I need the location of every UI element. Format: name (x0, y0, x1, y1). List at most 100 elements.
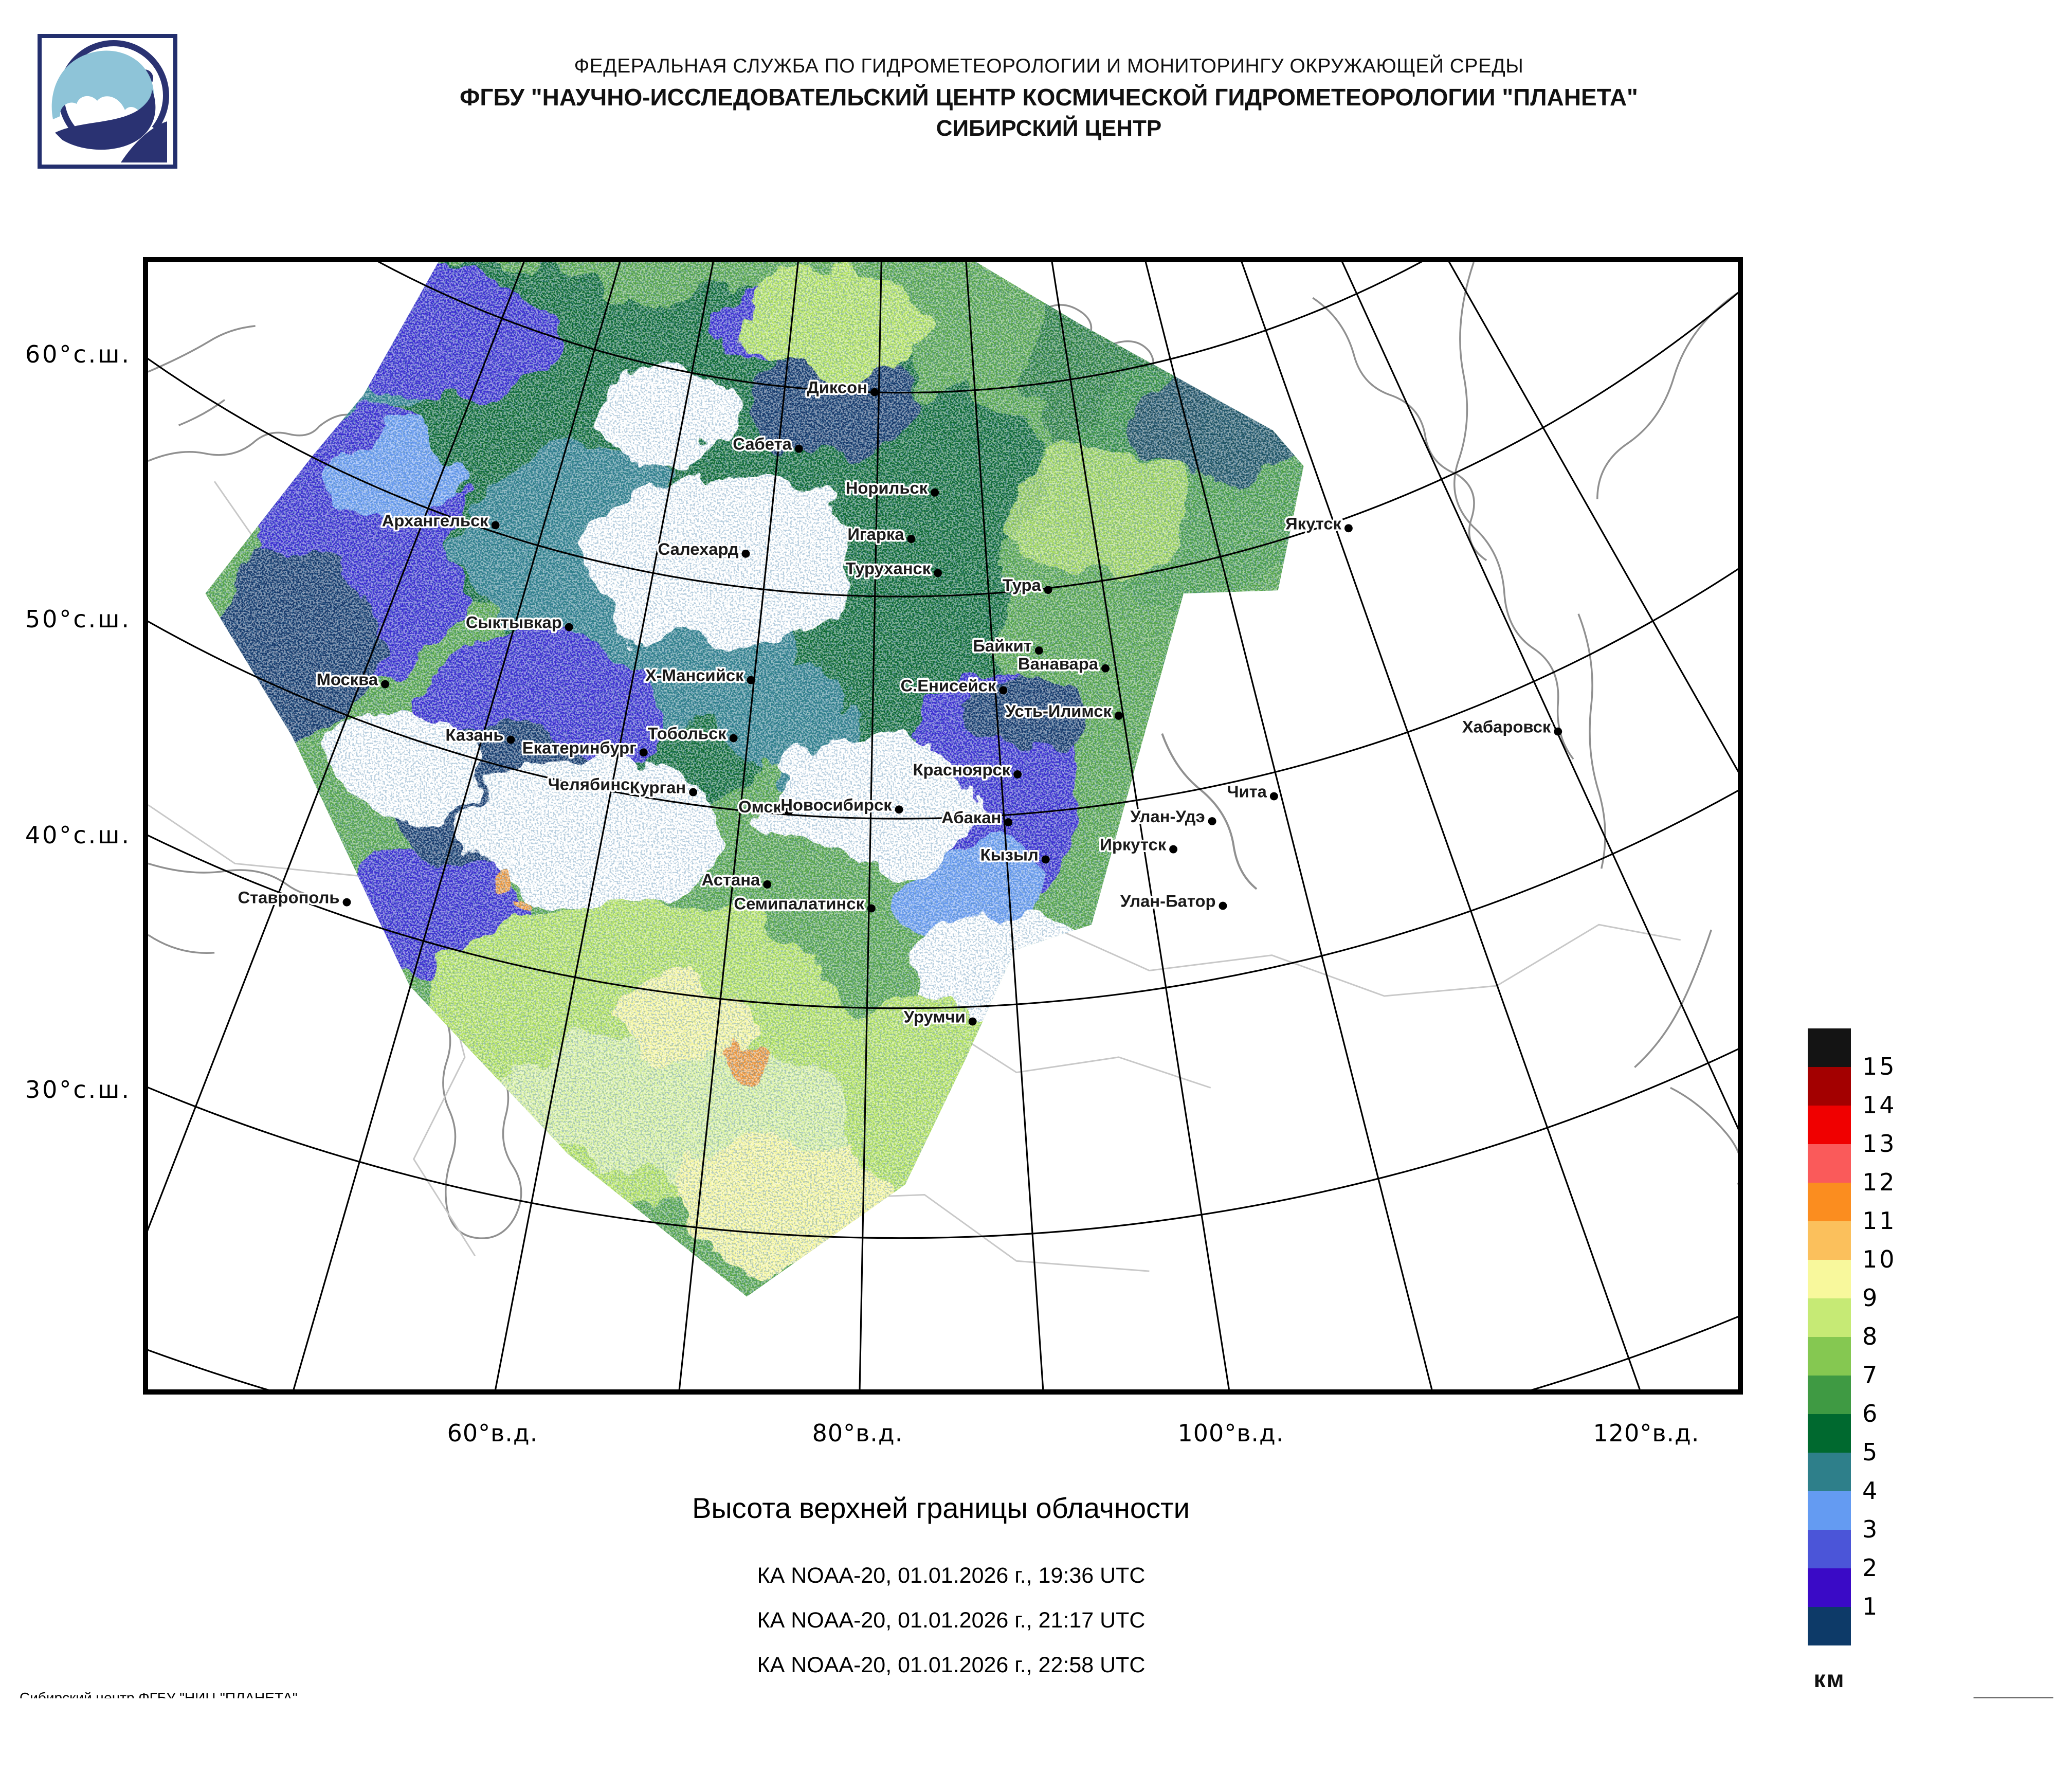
lat-label: 60°с.ш. (5, 340, 131, 368)
lon-label: 60°в.д. (426, 1419, 559, 1447)
city-dot-icon (742, 550, 750, 558)
city-marker: Иркутск (1100, 835, 1177, 854)
city-marker: Ванавара (1018, 654, 1110, 673)
city-dot-icon (689, 788, 697, 797)
lon-label: 120°в.д. (1579, 1419, 1713, 1447)
legend-color-block (1808, 1067, 1851, 1106)
city-marker: Ставрополь (238, 888, 351, 907)
lat-label: 40°с.ш. (5, 821, 131, 849)
legend-tick-label: 11 (1862, 1207, 1924, 1235)
city-marker: Улан-Удэ (1130, 807, 1216, 826)
city-dot-icon (1219, 902, 1227, 910)
legend-color-block (1808, 1028, 1851, 1067)
legend-tick-label: 14 (1862, 1091, 1924, 1119)
city-dot-icon (565, 623, 573, 631)
city-label: Байкит (973, 636, 1032, 655)
city-marker: Якутск (1285, 514, 1353, 533)
city-label: Екатеринбург (522, 738, 637, 757)
city-marker: Чита (1227, 782, 1278, 801)
legend-tick-label: 6 (1862, 1400, 1924, 1427)
city-label: Иркутск (1100, 835, 1166, 854)
legend-color-block (1808, 1414, 1851, 1453)
city-label: Казань (445, 726, 503, 745)
legend-unit-label: км (1808, 1665, 1851, 1693)
city-label: Москва (317, 670, 378, 689)
city-marker: Салехард (658, 539, 750, 558)
legend-color-block (1808, 1106, 1851, 1144)
city-label: Красноярск (913, 760, 1010, 779)
city-marker: Хабаровск (1462, 717, 1562, 736)
city-dot-icon (1044, 586, 1052, 594)
legend-tick-label: 9 (1862, 1284, 1924, 1312)
city-label: Челябинск (548, 775, 639, 794)
city-dot-icon (1169, 845, 1177, 854)
svg-text:-2015: -2015 (1994, 1740, 2016, 1749)
city-dot-icon (1554, 728, 1562, 736)
lon-label: 100°в.д. (1164, 1419, 1298, 1447)
svg-text:ИСО: ИСО (1995, 1721, 2014, 1731)
map-frame: Диксон Сабета Норильск Игарка Туруханск Тура Я… (143, 257, 1743, 1395)
city-label: Семипалатинск (734, 894, 864, 913)
legend-tick-label: 2 (1862, 1554, 1924, 1582)
city-label: Астана (702, 870, 761, 889)
city-label: Сабета (733, 435, 792, 454)
legend-color-block (1808, 1260, 1851, 1298)
city-label: Игарка (847, 524, 904, 544)
legend-tick-label: 5 (1862, 1438, 1924, 1466)
iso-stamp: ДОБРОСОВЕСТНЫЙ ПОСТАВЩИК ИСО 9001 -2015 (1973, 1697, 2053, 1774)
city-marker: Улан-Батор (1120, 892, 1227, 911)
city-label: Диксон (807, 378, 867, 397)
city-label: Кызыл (980, 845, 1039, 864)
city-dot-icon (1208, 817, 1216, 825)
city-dot-icon (506, 736, 515, 744)
footer-line: Сибирский центр ФГБУ "НИЦ "ПЛАНЕТА" (20, 1688, 637, 1708)
legend-tick-label: 10 (1862, 1245, 1924, 1273)
lat-label: 30°с.ш. (5, 1076, 131, 1103)
svg-text:9001: 9001 (1995, 1730, 2015, 1740)
city-label: Абакан (941, 808, 1001, 827)
city-dot-icon (1035, 646, 1043, 655)
legend-tick-label: 13 (1862, 1130, 1924, 1157)
header: ФЕДЕРАЛЬНАЯ СЛУЖБА ПО ГИДРОМЕТЕОРОЛОГИИ … (180, 51, 1918, 144)
city-marker: Сыктывкар (466, 613, 573, 632)
city-label: Усть-Илимск (1005, 701, 1112, 720)
city-dot-icon (1004, 818, 1012, 826)
map-canvas: Диксон Сабета Норильск Игарка Туруханск Тура Я… (148, 262, 1738, 1389)
legend-tick-label: 1 (1862, 1593, 1924, 1620)
legend-tick-label: 12 (1862, 1168, 1924, 1196)
pass-caption: КА NOAA-20, 01.01.2026 г., 21:17 UTC (437, 1608, 1465, 1633)
legend-color-block (1808, 1530, 1851, 1568)
city-dot-icon (1115, 712, 1123, 720)
city-marker: Тобольск (648, 724, 738, 743)
city-label: Норильск (846, 478, 928, 497)
city-dot-icon (1013, 770, 1022, 779)
city-label: Тура (1003, 575, 1042, 594)
lat-label: 50°с.ш. (5, 605, 131, 633)
legend-color-block (1808, 1568, 1851, 1607)
city-marker: Новосибирск (780, 795, 903, 814)
city-label: Урумчи (904, 1007, 966, 1026)
city-dot-icon (730, 734, 738, 743)
city-dot-icon (931, 489, 939, 497)
header-agency: ФЕДЕРАЛЬНАЯ СЛУЖБА ПО ГИДРОМЕТЕОРОЛОГИИ … (180, 51, 1918, 81)
city-label: Чита (1227, 782, 1267, 801)
lon-label: 80°в.д. (791, 1419, 924, 1447)
city-marker: Екатеринбург (522, 738, 648, 757)
city-dot-icon (1042, 855, 1050, 863)
legend-tick-label: 3 (1862, 1515, 1924, 1543)
city-dot-icon (1101, 664, 1110, 673)
city-label: Тобольск (648, 724, 727, 743)
city-marker: Семипалатинск (734, 894, 875, 913)
city-label: Якутск (1285, 514, 1341, 533)
city-marker: Норильск (846, 478, 939, 497)
legend-color-block (1808, 1491, 1851, 1530)
city-dot-icon (492, 521, 500, 529)
legend-color-block (1808, 1376, 1851, 1414)
city-label: Улан-Удэ (1130, 807, 1205, 826)
city-label: С.Енисейск (900, 676, 996, 695)
legend-tick-label: 8 (1862, 1323, 1924, 1350)
city-label: Новосибирск (780, 795, 892, 814)
city-dot-icon (381, 680, 389, 689)
city-label: Омск (738, 797, 782, 816)
city-dot-icon (1344, 524, 1353, 532)
